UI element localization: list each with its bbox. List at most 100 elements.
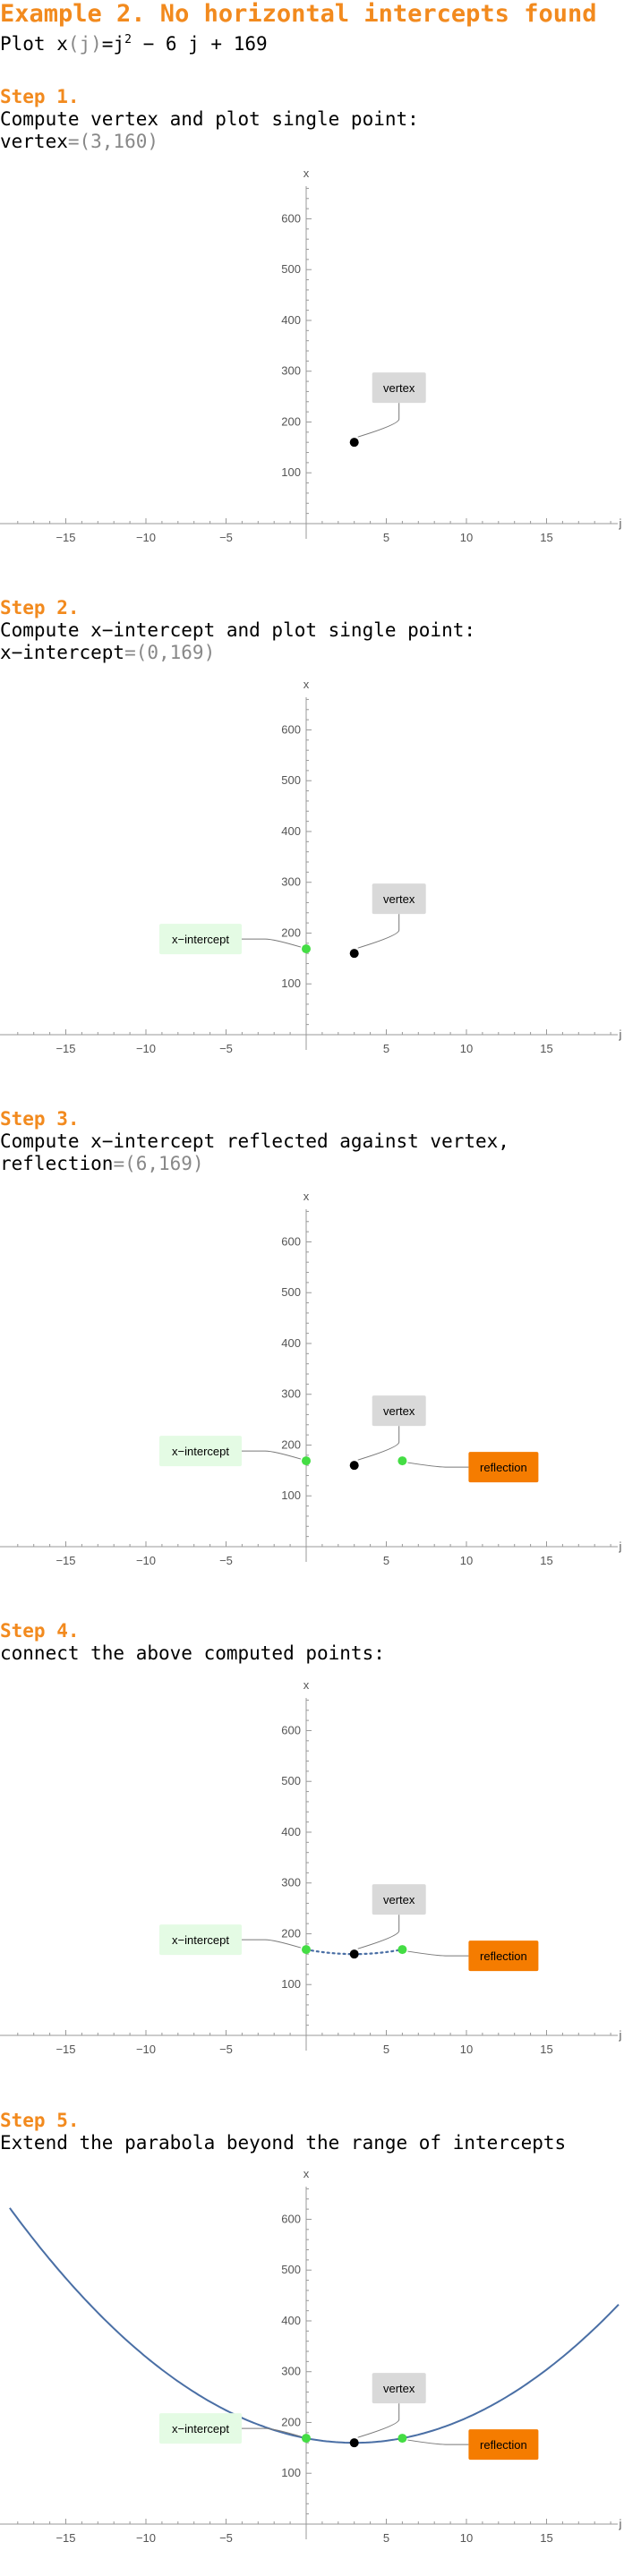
plot-argument: (j): [67, 33, 102, 55]
vertex-point: [349, 438, 359, 448]
label-leader-line: [242, 938, 302, 948]
label-leader-line: [357, 914, 400, 949]
step-3-result-value: =(6,169): [113, 1153, 204, 1174]
y-tick-label: 600: [281, 211, 301, 225]
step-2-result-name: x−intercept: [0, 642, 125, 663]
step-3-line2: reflection=(6,169): [0, 1153, 509, 1175]
x-tick-label: −5: [219, 1042, 233, 1055]
x-tick-label: −10: [136, 531, 156, 544]
y-tick-label: 500: [281, 773, 301, 787]
y-axis-name: x: [303, 166, 310, 180]
step-3-result-name: reflection: [0, 1153, 114, 1174]
point-label-box: [468, 2429, 539, 2461]
y-tick-label: 500: [281, 2263, 301, 2276]
chart-step-2: j x −15 −10 −5 5 10 15 100 200 300 400 500 600 vertex x…: [0, 678, 622, 1055]
label-leader-line: [407, 2439, 469, 2445]
point-label: x−intercept: [172, 933, 229, 946]
point-label-box: [372, 2373, 426, 2404]
y-axis-name: x: [303, 1190, 310, 1203]
function-definition: Plot x(j)=j2 − 6 j + 169: [0, 33, 268, 55]
x-tick-label: −15: [56, 1042, 75, 1055]
x-tick-label: −15: [56, 2043, 75, 2056]
step-3-line1: Compute x−intercept reflected against ve…: [0, 1130, 509, 1152]
x-tick-label: −15: [56, 1554, 75, 1567]
plot-equals: =j: [101, 33, 125, 55]
chart-step-4: j x −15 −10 −5 5 10 15 100 200 300 400 500 600 vertex x…: [0, 1678, 622, 2056]
point-label-box: [372, 883, 426, 915]
point-label: reflection: [480, 2438, 527, 2452]
step-5-line1: Extend the parabola beyond the range of …: [0, 2132, 567, 2154]
y-tick-label: 600: [281, 1723, 301, 1736]
y-tick-label: 500: [281, 1774, 301, 1787]
x-tick-label: −5: [219, 1554, 233, 1567]
step-4-description: connect the above computed points:: [0, 1642, 385, 1665]
x-tick-label: −15: [56, 2531, 75, 2545]
step-1-line1: Compute vertex and plot single point:: [0, 108, 419, 130]
x-tick-label: 5: [383, 531, 389, 544]
x-tick-label: 5: [383, 2531, 389, 2545]
y-tick-label: 200: [281, 925, 301, 939]
y-tick-label: 600: [281, 1234, 301, 1248]
point-label: reflection: [480, 1949, 527, 1963]
step-4-line1: connect the above computed points:: [0, 1642, 385, 1664]
x-tick-label: 15: [540, 2043, 552, 2056]
x-axis-name: j: [619, 1028, 622, 1041]
y-axis-name: x: [303, 2167, 310, 2180]
y-tick-label: 100: [281, 1488, 301, 1502]
point-label-box: [372, 1884, 426, 1915]
reflection-point: [397, 1456, 407, 1466]
x-tick-label: −5: [219, 2531, 233, 2545]
y-tick-label: 500: [281, 262, 301, 276]
y-tick-label: 200: [281, 414, 301, 428]
chart-step-1: j x −15 −10 −5 5 10 15 100 200 300 400 500 600 vertex: [0, 166, 622, 544]
y-tick-label: 300: [281, 1876, 301, 1889]
point-label: vertex: [383, 1893, 415, 1906]
step-2-line2: x−intercept=(0,169): [0, 642, 475, 664]
intercept-point: [302, 1456, 311, 1466]
reflection-point: [397, 1945, 407, 1955]
point-label-box: [372, 1395, 426, 1427]
y-tick-label: 500: [281, 1285, 301, 1299]
step-2-result-value: =(0,169): [124, 642, 216, 663]
y-tick-label: 300: [281, 875, 301, 889]
label-leader-line: [357, 2403, 400, 2438]
plot-rest: − 6 j + 169: [131, 33, 268, 55]
label-leader-line: [357, 1426, 400, 1461]
y-tick-label: 100: [281, 465, 301, 479]
y-tick-label: 400: [281, 1825, 301, 1838]
y-tick-label: 200: [281, 1926, 301, 1940]
y-tick-label: 200: [281, 1437, 301, 1451]
step-2-label: Step 2.: [0, 597, 80, 618]
vertex-point: [349, 1461, 359, 1471]
x-tick-label: −10: [136, 1042, 156, 1055]
point-label: reflection: [480, 1461, 527, 1474]
page-title: Example 2. No horizontal intercepts foun…: [0, 0, 597, 28]
point-label: vertex: [383, 892, 415, 906]
y-tick-label: 100: [281, 2466, 301, 2479]
vertex-point: [349, 2438, 359, 2448]
y-tick-label: 200: [281, 2415, 301, 2428]
y-tick-label: 300: [281, 2365, 301, 2378]
point-label-box: [468, 1452, 539, 1483]
step-1-description: Compute vertex and plot single point: ve…: [0, 108, 419, 153]
x-axis-name: j: [619, 2028, 622, 2042]
x-tick-label: 5: [383, 2043, 389, 2056]
label-leader-line: [242, 2427, 302, 2437]
step-5-description: Extend the parabola beyond the range of …: [0, 2132, 566, 2154]
point-label: x−intercept: [172, 1933, 229, 1947]
point-label: vertex: [383, 1404, 415, 1418]
y-tick-label: 300: [281, 1387, 301, 1401]
x-tick-label: 15: [540, 1042, 552, 1055]
chart-step-5: j x −15 −10 −5 5 10 15 100 200 300 400 500 600 vertex x…: [0, 2167, 622, 2545]
x-tick-label: −10: [136, 1554, 156, 1567]
y-axis-name: x: [303, 678, 310, 691]
step-1-result-value: =(3,160): [67, 131, 159, 152]
label-leader-line: [407, 1950, 469, 1957]
step-1-label: Step 1.: [0, 86, 80, 107]
plot-prefix: Plot x: [0, 33, 68, 55]
x-tick-label: 10: [460, 1554, 473, 1567]
label-leader-line: [242, 1450, 302, 1460]
point-label-box: [159, 924, 242, 955]
intercept-point: [302, 944, 311, 954]
x-tick-label: 10: [460, 2043, 473, 2056]
